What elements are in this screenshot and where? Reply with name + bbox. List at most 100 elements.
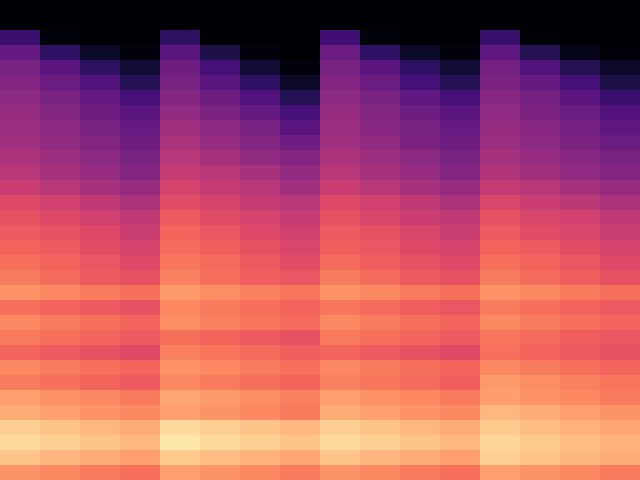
- heatmap-cell: [120, 435, 160, 450]
- heatmap-cell: [280, 270, 320, 285]
- heatmap-cell: [0, 240, 40, 255]
- heatmap-cell: [0, 255, 40, 270]
- heatmap-cell: [360, 15, 400, 30]
- heatmap-cell: [80, 315, 120, 330]
- heatmap-cell: [600, 165, 640, 180]
- heatmap-cell: [40, 405, 80, 420]
- heatmap-cell: [0, 0, 40, 15]
- heatmap-cell: [400, 30, 440, 45]
- heatmap-cell: [200, 330, 240, 345]
- heatmap-cell: [360, 315, 400, 330]
- heatmap-cell: [520, 75, 560, 90]
- heatmap-cell: [480, 405, 520, 420]
- heatmap-cell: [480, 435, 520, 450]
- heatmap-cell: [440, 75, 480, 90]
- heatmap-cell: [40, 30, 80, 45]
- heatmap-cell: [120, 30, 160, 45]
- heatmap-cell: [400, 420, 440, 435]
- heatmap-cell: [320, 390, 360, 405]
- heatmap-cell: [40, 330, 80, 345]
- heatmap-cell: [600, 120, 640, 135]
- heatmap-cell: [600, 105, 640, 120]
- heatmap-cell: [160, 165, 200, 180]
- heatmap-cell: [0, 210, 40, 225]
- heatmap-cell: [200, 390, 240, 405]
- heatmap-cell: [480, 90, 520, 105]
- heatmap-cell: [0, 390, 40, 405]
- heatmap-cell: [520, 435, 560, 450]
- heatmap-cell: [440, 225, 480, 240]
- heatmap-cell: [160, 435, 200, 450]
- heatmap-cells: [0, 0, 640, 480]
- heatmap-cell: [320, 180, 360, 195]
- heatmap-cell: [80, 435, 120, 450]
- heatmap-cell: [80, 360, 120, 375]
- heatmap-cell: [240, 0, 280, 15]
- heatmap-cell: [40, 390, 80, 405]
- heatmap-cell: [120, 255, 160, 270]
- heatmap-cell: [280, 450, 320, 465]
- heatmap-cell: [160, 120, 200, 135]
- heatmap-cell: [440, 120, 480, 135]
- heatmap-cell: [560, 330, 600, 345]
- heatmap-cell: [120, 135, 160, 150]
- heatmap-cell: [320, 435, 360, 450]
- heatmap-cell: [240, 435, 280, 450]
- heatmap-cell: [480, 0, 520, 15]
- heatmap-cell: [0, 225, 40, 240]
- heatmap-cell: [560, 375, 600, 390]
- heatmap-cell: [80, 465, 120, 480]
- heatmap-cell: [560, 360, 600, 375]
- heatmap-cell: [240, 450, 280, 465]
- heatmap-cell: [400, 45, 440, 60]
- heatmap-cell: [200, 195, 240, 210]
- heatmap-cell: [560, 75, 600, 90]
- heatmap-cell: [400, 105, 440, 120]
- heatmap-cell: [440, 180, 480, 195]
- heatmap-cell: [40, 165, 80, 180]
- heatmap-cell: [200, 90, 240, 105]
- heatmap-cell: [520, 465, 560, 480]
- heatmap-cell: [280, 75, 320, 90]
- heatmap-cell: [520, 405, 560, 420]
- heatmap-cell: [240, 15, 280, 30]
- heatmap-cell: [200, 375, 240, 390]
- heatmap-cell: [40, 180, 80, 195]
- heatmap-cell: [280, 330, 320, 345]
- heatmap-cell: [280, 105, 320, 120]
- heatmap-cell: [320, 330, 360, 345]
- heatmap-cell: [0, 300, 40, 315]
- heatmap-cell: [480, 225, 520, 240]
- heatmap-cell: [80, 390, 120, 405]
- heatmap-cell: [120, 150, 160, 165]
- heatmap-cell: [160, 420, 200, 435]
- heatmap-cell: [320, 105, 360, 120]
- heatmap-cell: [600, 135, 640, 150]
- heatmap-cell: [400, 195, 440, 210]
- heatmap-cell: [120, 210, 160, 225]
- heatmap-cell: [80, 180, 120, 195]
- heatmap-cell: [80, 30, 120, 45]
- heatmap-cell: [520, 330, 560, 345]
- heatmap-cell: [560, 300, 600, 315]
- heatmap-cell: [160, 375, 200, 390]
- heatmap-cell: [160, 330, 200, 345]
- heatmap-cell: [240, 375, 280, 390]
- heatmap-cell: [320, 150, 360, 165]
- heatmap-cell: [560, 120, 600, 135]
- heatmap-cell: [40, 270, 80, 285]
- heatmap-cell: [480, 390, 520, 405]
- heatmap-cell: [120, 240, 160, 255]
- heatmap-cell: [280, 180, 320, 195]
- heatmap-cell: [120, 360, 160, 375]
- heatmap-cell: [200, 270, 240, 285]
- heatmap-cell: [400, 375, 440, 390]
- heatmap-cell: [360, 30, 400, 45]
- heatmap-cell: [440, 165, 480, 180]
- heatmap-cell: [40, 45, 80, 60]
- heatmap-cell: [160, 405, 200, 420]
- heatmap-cell: [360, 390, 400, 405]
- heatmap-cell: [360, 195, 400, 210]
- heatmap-cell: [80, 0, 120, 15]
- heatmap-cell: [480, 75, 520, 90]
